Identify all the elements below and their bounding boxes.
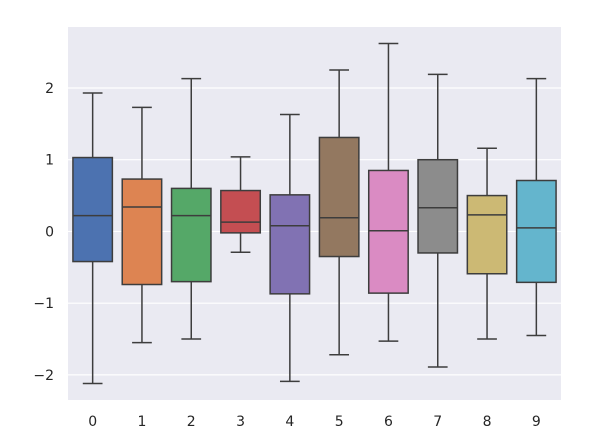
y-tick-label: 1 <box>45 153 54 169</box>
x-tick-label: 3 <box>236 414 245 430</box>
box-iqr <box>269 194 311 295</box>
boxes-layer <box>72 42 557 385</box>
box-1 <box>121 106 163 344</box>
box-iqr <box>121 178 163 286</box>
x-tick-label: 7 <box>433 414 442 430</box>
y-tick-label: 2 <box>45 81 54 97</box>
box-iqr <box>170 187 212 283</box>
box-0 <box>72 92 114 385</box>
x-tick-labels: 0 1 2 3 4 5 6 7 8 9 <box>88 414 541 430</box>
box-3 <box>220 156 262 253</box>
box-iqr <box>318 136 360 258</box>
box-iqr <box>466 194 508 275</box>
box-iqr <box>220 189 262 234</box>
x-tick-label: 5 <box>335 414 344 430</box>
y-tick-labels: −2 −1 0 1 2 <box>33 81 54 384</box>
x-tick-label: 4 <box>285 414 294 430</box>
x-tick-label: 6 <box>384 414 393 430</box>
box-2 <box>170 77 212 340</box>
box-4 <box>269 113 311 383</box>
x-tick-label: 0 <box>88 414 97 430</box>
x-tick-label: 2 <box>187 414 196 430</box>
box-iqr <box>417 158 459 254</box>
y-tick-label: −2 <box>33 368 54 384</box>
x-tick-label: 1 <box>137 414 146 430</box>
y-tick-label: 0 <box>45 224 54 240</box>
box-iqr <box>367 169 409 294</box>
box-9 <box>515 77 557 337</box>
box-iqr <box>72 156 114 263</box>
box-6 <box>367 42 409 342</box>
x-tick-label: 8 <box>483 414 492 430</box>
x-tick-label: 9 <box>532 414 541 430</box>
y-tick-label: −1 <box>33 296 54 312</box>
box-7 <box>417 73 459 368</box>
box-iqr <box>515 179 557 284</box>
box-8 <box>466 147 508 340</box>
box-5 <box>318 69 360 356</box>
